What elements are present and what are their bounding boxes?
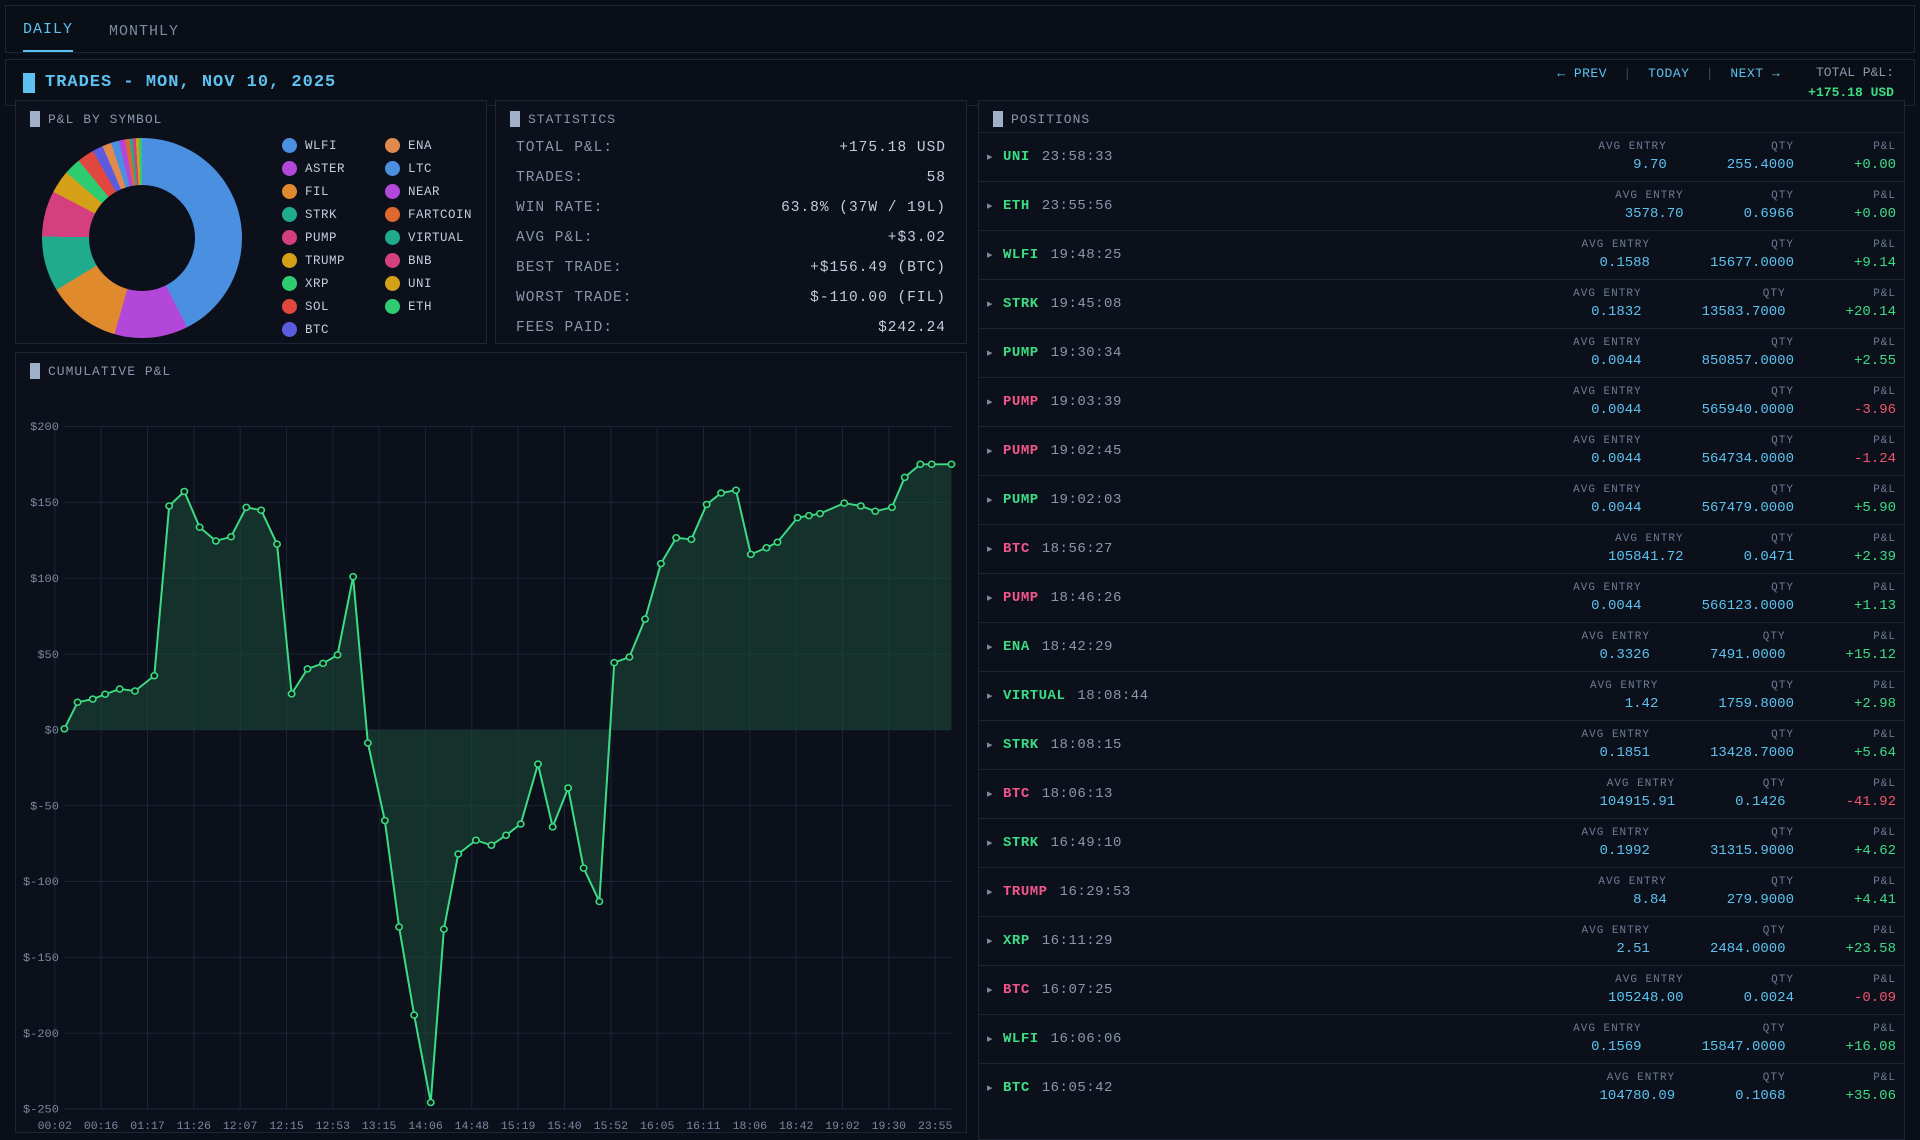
svg-text:$50: $50 — [37, 649, 59, 662]
svg-text:13:15: 13:15 — [362, 1121, 396, 1133]
svg-text:$-250: $-250 — [23, 1104, 59, 1117]
svg-text:$200: $200 — [30, 422, 59, 435]
svg-text:$150: $150 — [30, 497, 59, 510]
svg-text:15:40: 15:40 — [547, 1121, 581, 1133]
svg-text:$100: $100 — [30, 573, 59, 586]
svg-text:$-50: $-50 — [30, 801, 59, 814]
svg-text:12:15: 12:15 — [269, 1121, 303, 1133]
svg-text:$-150: $-150 — [23, 952, 59, 965]
svg-text:$-200: $-200 — [23, 1028, 59, 1041]
svg-text:$-100: $-100 — [23, 877, 59, 890]
svg-text:15:19: 15:19 — [501, 1121, 535, 1133]
svg-text:23:55: 23:55 — [918, 1121, 952, 1133]
svg-text:19:02: 19:02 — [825, 1121, 859, 1133]
svg-text:12:53: 12:53 — [316, 1121, 350, 1133]
svg-text:18:06: 18:06 — [733, 1121, 767, 1133]
svg-text:16:05: 16:05 — [640, 1121, 674, 1133]
svg-text:00:02: 00:02 — [38, 1121, 72, 1133]
svg-text:14:48: 14:48 — [455, 1121, 489, 1133]
svg-text:$0: $0 — [45, 725, 59, 738]
svg-text:01:17: 01:17 — [130, 1121, 164, 1133]
svg-text:00:16: 00:16 — [84, 1121, 118, 1133]
svg-text:14:06: 14:06 — [408, 1121, 442, 1133]
svg-text:15:52: 15:52 — [594, 1121, 628, 1133]
svg-text:18:42: 18:42 — [779, 1121, 813, 1133]
svg-text:19:30: 19:30 — [872, 1121, 906, 1133]
svg-text:16:11: 16:11 — [686, 1121, 721, 1133]
svg-text:12:07: 12:07 — [223, 1121, 257, 1133]
svg-text:11:26: 11:26 — [177, 1121, 211, 1133]
